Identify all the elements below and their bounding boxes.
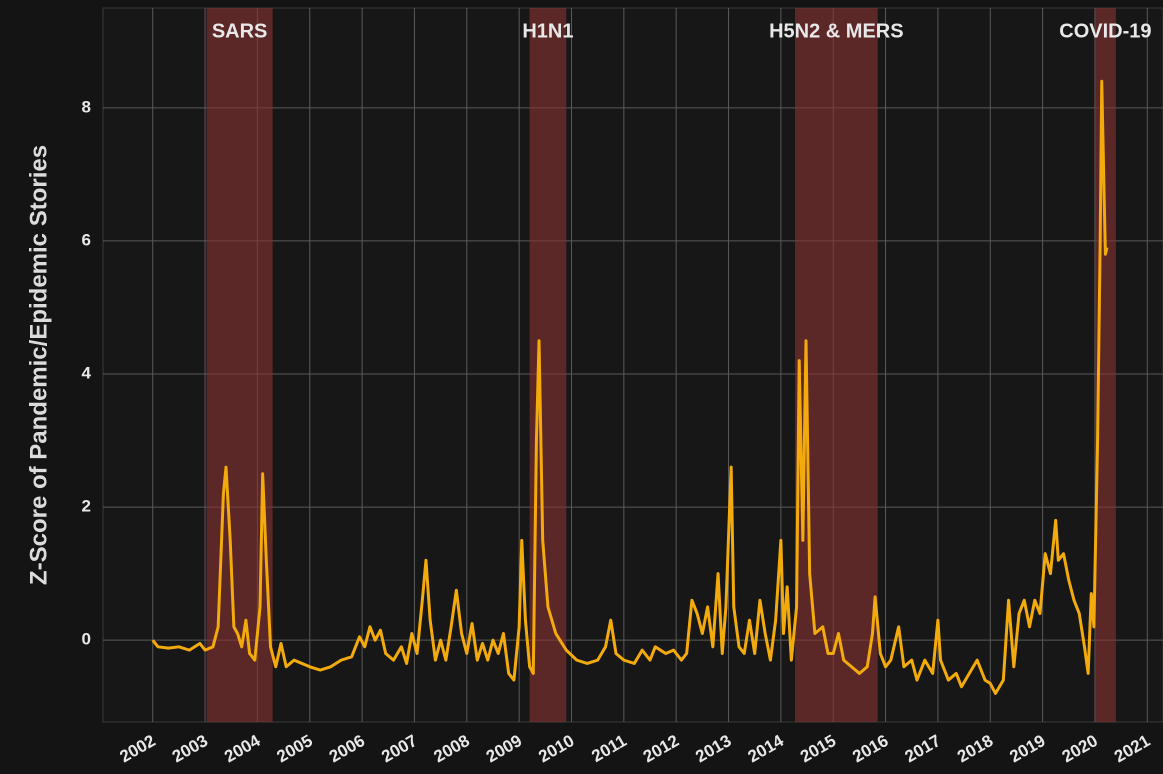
shaded-region (795, 8, 878, 722)
y-tick-label: 2 (82, 497, 91, 516)
plot-area (102, 7, 1163, 723)
shaded-region (206, 8, 273, 722)
annotation: H5N2 & MERS (769, 20, 903, 42)
annotation: COVID-19 (1059, 20, 1151, 42)
y-axis-label: Z-Score of Pandemic/Epidemic Stories (25, 145, 52, 585)
data-line (151, 79, 1109, 695)
y-tick-label: 6 (82, 230, 91, 249)
annotation: H1N1 (522, 20, 573, 42)
y-tick-label: 4 (82, 363, 92, 382)
y-tick-label: 0 (82, 630, 91, 649)
annotation: SARS (212, 20, 268, 42)
y-tick-label: 8 (82, 97, 91, 116)
